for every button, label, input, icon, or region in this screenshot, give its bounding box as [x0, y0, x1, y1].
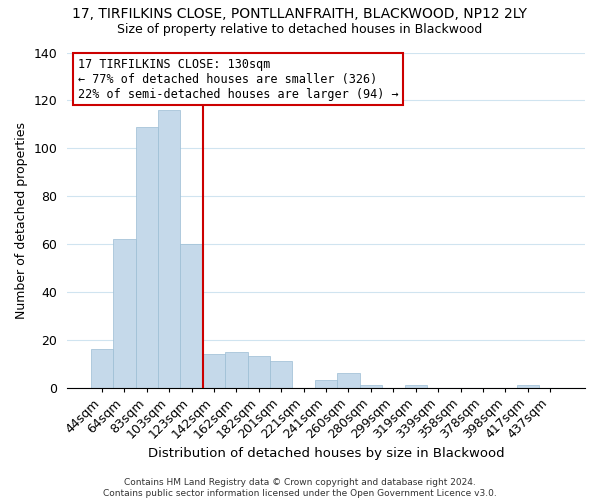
Bar — [270, 361, 292, 388]
Bar — [136, 126, 158, 388]
Bar — [404, 385, 427, 388]
Text: Size of property relative to detached houses in Blackwood: Size of property relative to detached ho… — [118, 22, 482, 36]
Text: Contains HM Land Registry data © Crown copyright and database right 2024.
Contai: Contains HM Land Registry data © Crown c… — [103, 478, 497, 498]
Bar — [203, 354, 225, 388]
Y-axis label: Number of detached properties: Number of detached properties — [15, 122, 28, 318]
Bar — [158, 110, 181, 388]
Bar — [181, 244, 203, 388]
Bar — [315, 380, 337, 388]
Bar — [91, 349, 113, 388]
Bar — [113, 239, 136, 388]
Bar — [360, 385, 382, 388]
Bar — [248, 356, 270, 388]
Bar — [225, 352, 248, 388]
Text: 17 TIRFILKINS CLOSE: 130sqm
← 77% of detached houses are smaller (326)
22% of se: 17 TIRFILKINS CLOSE: 130sqm ← 77% of det… — [77, 58, 398, 100]
Bar — [517, 385, 539, 388]
X-axis label: Distribution of detached houses by size in Blackwood: Distribution of detached houses by size … — [148, 447, 505, 460]
Text: 17, TIRFILKINS CLOSE, PONTLLANFRAITH, BLACKWOOD, NP12 2LY: 17, TIRFILKINS CLOSE, PONTLLANFRAITH, BL… — [73, 8, 527, 22]
Bar — [337, 373, 360, 388]
